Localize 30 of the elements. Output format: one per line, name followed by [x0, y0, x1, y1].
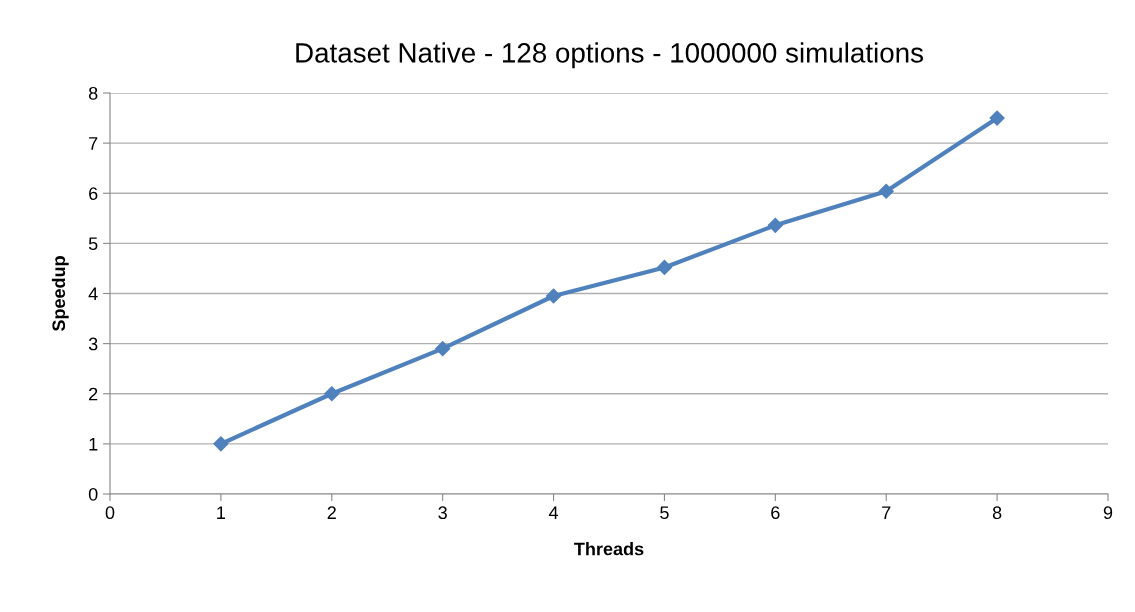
x-tick-label: 5	[660, 506, 669, 520]
y-tick-label: 2	[89, 387, 98, 401]
y-tick-label: 8	[88, 86, 98, 100]
y-tick-label: 4	[88, 287, 98, 301]
x-tick-label: 2	[327, 506, 336, 519]
chart-title: Dataset Native - 128 options - 1000000 simulations	[296, 42, 924, 69]
point	[767, 217, 783, 233]
y-axis-title: Speedup	[51, 256, 69, 332]
y-tick-label: 7	[89, 137, 98, 150]
x-tick-label: 0	[105, 506, 115, 520]
x-axis-title: Threads	[574, 542, 644, 556]
y-tick-label: 3	[88, 337, 98, 351]
point	[989, 110, 1005, 126]
point	[545, 288, 562, 304]
x-tick-label: 1	[217, 506, 226, 519]
point	[324, 386, 340, 402]
y-tick-label: 5	[88, 237, 98, 251]
x-tick-label: 7	[882, 506, 891, 519]
x-tick-label: 9	[1103, 506, 1113, 520]
y-tick-label: 1	[89, 438, 98, 451]
x-tick-label: 4	[548, 506, 559, 519]
point	[435, 341, 451, 357]
point	[213, 436, 229, 452]
x-tick-label: 8	[992, 506, 1002, 520]
point	[656, 259, 673, 276]
y-tick-label: 6	[89, 187, 98, 200]
x-tick-label: 3	[438, 506, 447, 520]
x-tick-label: 6	[771, 506, 780, 520]
point	[878, 183, 894, 199]
y-tick-label: 0	[88, 487, 98, 501]
